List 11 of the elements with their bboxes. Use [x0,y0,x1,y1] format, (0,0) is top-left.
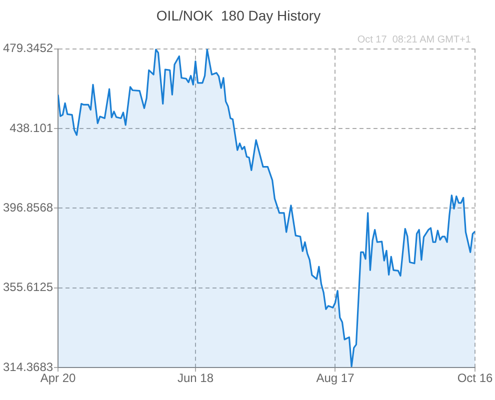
y-tick-label: 479.3452 [2,41,54,56]
y-tick-label: 355.6125 [2,280,54,294]
chart-title: OIL/NOK 180 Day History [156,7,321,24]
x-tick-label: Oct 16 [457,371,493,386]
text: Oct 17 08:21 AM GMT+1 [357,34,472,46]
x-tick-label: Aug 17 [316,371,355,386]
y-tick-label: 314.3683 [2,360,54,374]
x-tick-label: Jun 18 [177,371,214,386]
y-tick-label: 396.8568 [2,200,54,215]
x-tick-label: Apr 20 [40,371,76,386]
y-tick-label: 438.101 [10,120,54,135]
